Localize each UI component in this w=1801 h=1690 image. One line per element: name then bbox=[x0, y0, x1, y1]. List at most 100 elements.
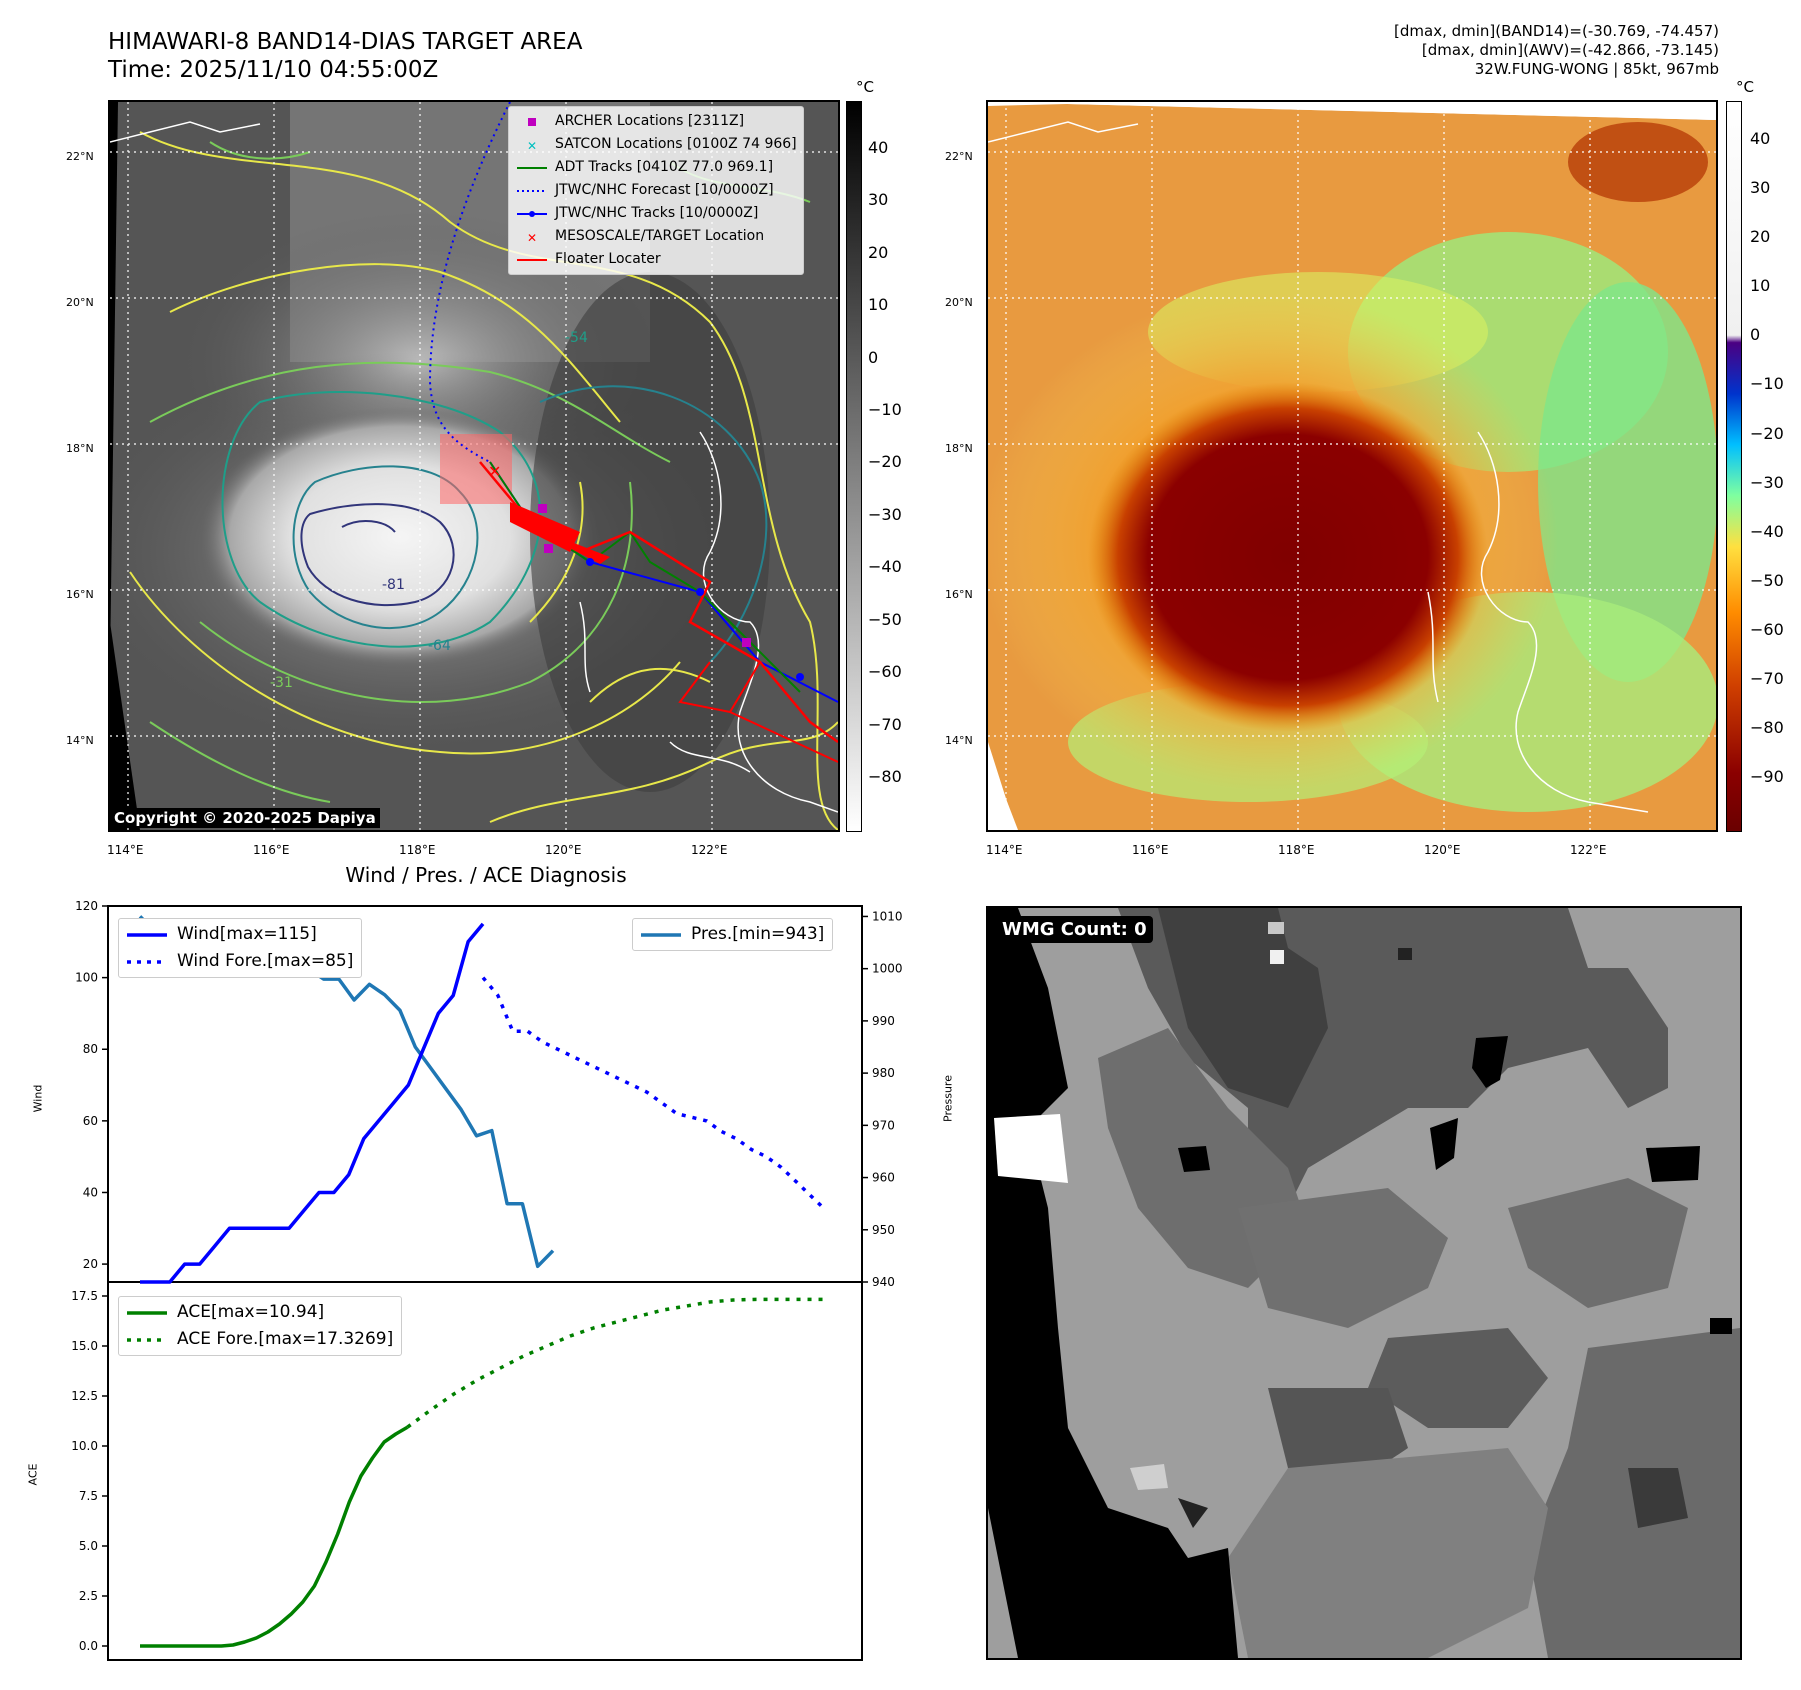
legend-item-mesoscale: ✕ MESOSCALE/TARGET Location bbox=[527, 228, 765, 244]
awv-colorbar bbox=[1726, 101, 1742, 832]
wind-ytick-label: 20 bbox=[83, 1257, 98, 1271]
pressure-legend: Pres.[min=943] bbox=[632, 918, 834, 951]
lon-label-116: 116°E bbox=[253, 843, 290, 857]
band14-colorbar-tick: −50 bbox=[868, 609, 902, 629]
ace-ytick-label: 15.0 bbox=[71, 1339, 98, 1353]
wind-axis-label: Wind bbox=[31, 1084, 45, 1113]
awv-lat-label-16: 16°N bbox=[945, 588, 973, 601]
wind-ytick-label: 60 bbox=[83, 1114, 98, 1128]
band14-colorbar-tick: 40 bbox=[868, 137, 889, 157]
contour-label-31: -31 bbox=[270, 675, 293, 691]
awv-colorbar-tick: −10 bbox=[1750, 374, 1784, 394]
diagnosis-title: Wind / Pres. / ACE Diagnosis bbox=[345, 863, 627, 887]
awv-colorbar-tick: 0 bbox=[1750, 325, 1761, 345]
awv-lon-label-114: 114°E bbox=[986, 843, 1023, 857]
awv-colorbar-tick: −30 bbox=[1750, 472, 1784, 492]
pressure-ytick-label: 1010 bbox=[872, 909, 903, 923]
legend-item-floater: Floater Locater bbox=[517, 251, 661, 267]
lat-label-20: 20°N bbox=[66, 296, 94, 309]
awv-lon-label-122: 122°E bbox=[1570, 843, 1607, 857]
lon-label-114: 114°E bbox=[107, 843, 144, 857]
wind-forecast-line bbox=[481, 976, 828, 1212]
lon-label-120: 120°E bbox=[545, 843, 582, 857]
awv-lon-label-118: 118°E bbox=[1278, 843, 1315, 857]
info-band14: [dmax, dmin](BAND14)=(-30.769, -74.457) bbox=[1394, 22, 1719, 40]
copyright-notice: Copyright © 2020-2025 Dapiya bbox=[110, 808, 380, 828]
wmg-panel bbox=[986, 906, 1742, 1660]
wmg-imagery bbox=[988, 908, 1740, 1658]
pressure-axis-label: Pressure bbox=[941, 1075, 955, 1122]
lat-label-22: 22°N bbox=[66, 150, 94, 163]
ace-ytick-label: 2.5 bbox=[79, 1589, 98, 1603]
pressure-ytick-label: 960 bbox=[872, 1171, 895, 1185]
contour-label-64: -64 bbox=[428, 638, 451, 654]
ace-legend: ACE[max=10.94] ACE Fore.[max=17.3269] bbox=[118, 1296, 403, 1356]
awv-colorbar-tick: −70 bbox=[1750, 668, 1784, 688]
legend-item-jtwc-forecast: JTWC/NHC Forecast [10/0000Z] bbox=[517, 182, 774, 198]
intensity-info: [dmax, dmin](BAND14)=(-30.769, -74.457) … bbox=[1394, 22, 1719, 79]
svg-text:✕: ✕ bbox=[527, 231, 537, 243]
ace-ytick-label: 7.5 bbox=[79, 1489, 98, 1503]
pressure-ytick-label: 940 bbox=[872, 1275, 895, 1289]
band14-colorbar-tick: 30 bbox=[868, 190, 889, 210]
ace-axis-label: ACE bbox=[26, 1463, 40, 1486]
ace-ytick-label: 0.0 bbox=[79, 1639, 98, 1653]
legend-item-adt: ADT Tracks [0410Z 77.0 969.1] bbox=[517, 159, 774, 175]
band14-colorbar-tick: −10 bbox=[868, 400, 902, 420]
awv-colorbar-tick: −80 bbox=[1750, 718, 1784, 738]
band14-colorbar-tick: 20 bbox=[868, 242, 889, 262]
legend-item-satcon: ✕ SATCON Locations [0100Z 74 966] bbox=[527, 136, 797, 152]
pressure-ytick-label: 1000 bbox=[872, 962, 903, 976]
legend-wind: Wind[max=115] bbox=[127, 924, 317, 944]
awv-colorbar-tick: −40 bbox=[1750, 521, 1784, 541]
pressure-ytick-label: 950 bbox=[872, 1223, 895, 1237]
band14-colorbar-unit: °C bbox=[856, 78, 874, 96]
title-line2: Time: 2025/11/10 04:55:00Z bbox=[108, 57, 439, 83]
legend-ace: ACE[max=10.94] bbox=[127, 1302, 325, 1322]
lat-label-18: 18°N bbox=[66, 442, 94, 455]
ace-ytick-label: 5.0 bbox=[79, 1539, 98, 1553]
awv-lat-label-20: 20°N bbox=[945, 296, 973, 309]
legend-wind-forecast: Wind Fore.[max=85] bbox=[127, 951, 354, 971]
awv-colorbar-tick: 30 bbox=[1750, 178, 1771, 198]
awv-colorbar-tick: −60 bbox=[1750, 619, 1784, 639]
awv-map-imagery bbox=[988, 102, 1716, 830]
awv-colorbar-tick: 40 bbox=[1750, 129, 1771, 148]
legend-pressure: Pres.[min=943] bbox=[641, 924, 825, 944]
wmg-count-badge: WMG Count: 0 bbox=[996, 916, 1153, 943]
band14-colorbar-tick: −80 bbox=[868, 767, 902, 787]
wind-ytick-label: 120 bbox=[75, 899, 98, 913]
awv-lat-label-18: 18°N bbox=[945, 442, 973, 455]
legend-item-archer: ARCHER Locations [2311Z] bbox=[517, 110, 797, 133]
band14-colorbar-tick: −60 bbox=[868, 662, 902, 682]
lat-label-14: 14°N bbox=[66, 734, 94, 747]
band14-colorbar-tick: −70 bbox=[868, 714, 902, 734]
title-line1: HIMAWARI-8 BAND14-DIAS TARGET AREA bbox=[108, 29, 583, 55]
svg-text:✕: ✕ bbox=[488, 462, 501, 481]
awv-colorbar-tick: −90 bbox=[1750, 767, 1784, 787]
map-legend: ARCHER Locations [2311Z] ✕ SATCON Locatio… bbox=[508, 106, 804, 275]
lon-label-118: 118°E bbox=[399, 843, 436, 857]
pressure-ytick-label: 980 bbox=[872, 1066, 895, 1080]
ace-forecast-line bbox=[406, 1297, 826, 1429]
band14-colorbar-tick: −40 bbox=[868, 557, 902, 577]
awv-lat-label-22: 22°N bbox=[945, 150, 973, 163]
contour-label-54: -54 bbox=[565, 330, 588, 346]
awv-colorbar-tick: 10 bbox=[1750, 276, 1771, 296]
info-storm: 32W.FUNG-WONG | 85kt, 967mb bbox=[1474, 60, 1719, 78]
awv-lon-label-116: 116°E bbox=[1132, 843, 1169, 857]
band14-colorbar-tick: 0 bbox=[868, 347, 879, 367]
band14-colorbar-tick: 10 bbox=[868, 295, 889, 315]
ace-ytick-label: 10.0 bbox=[71, 1439, 98, 1453]
info-awv: [dmax, dmin](AWV)=(-42.866, -73.145) bbox=[1421, 41, 1719, 59]
wind-ytick-label: 100 bbox=[75, 971, 98, 985]
ace-ytick-label: 12.5 bbox=[71, 1389, 98, 1403]
band14-colorbar-tick: −20 bbox=[868, 452, 902, 472]
awv-colorbar-tick: 20 bbox=[1750, 227, 1771, 247]
band14-map-panel: ✕ -31 -54 -64 -81 ARCHER Locations [2311… bbox=[108, 100, 840, 832]
pressure-ytick-label: 990 bbox=[872, 1014, 895, 1028]
contour-label-81: -81 bbox=[382, 577, 405, 593]
ace-ytick-label: 17.5 bbox=[71, 1289, 98, 1303]
pressure-ytick-label: 970 bbox=[872, 1118, 895, 1132]
legend-item-jtwc-tracks: JTWC/NHC Tracks [10/0000Z] bbox=[517, 202, 797, 225]
